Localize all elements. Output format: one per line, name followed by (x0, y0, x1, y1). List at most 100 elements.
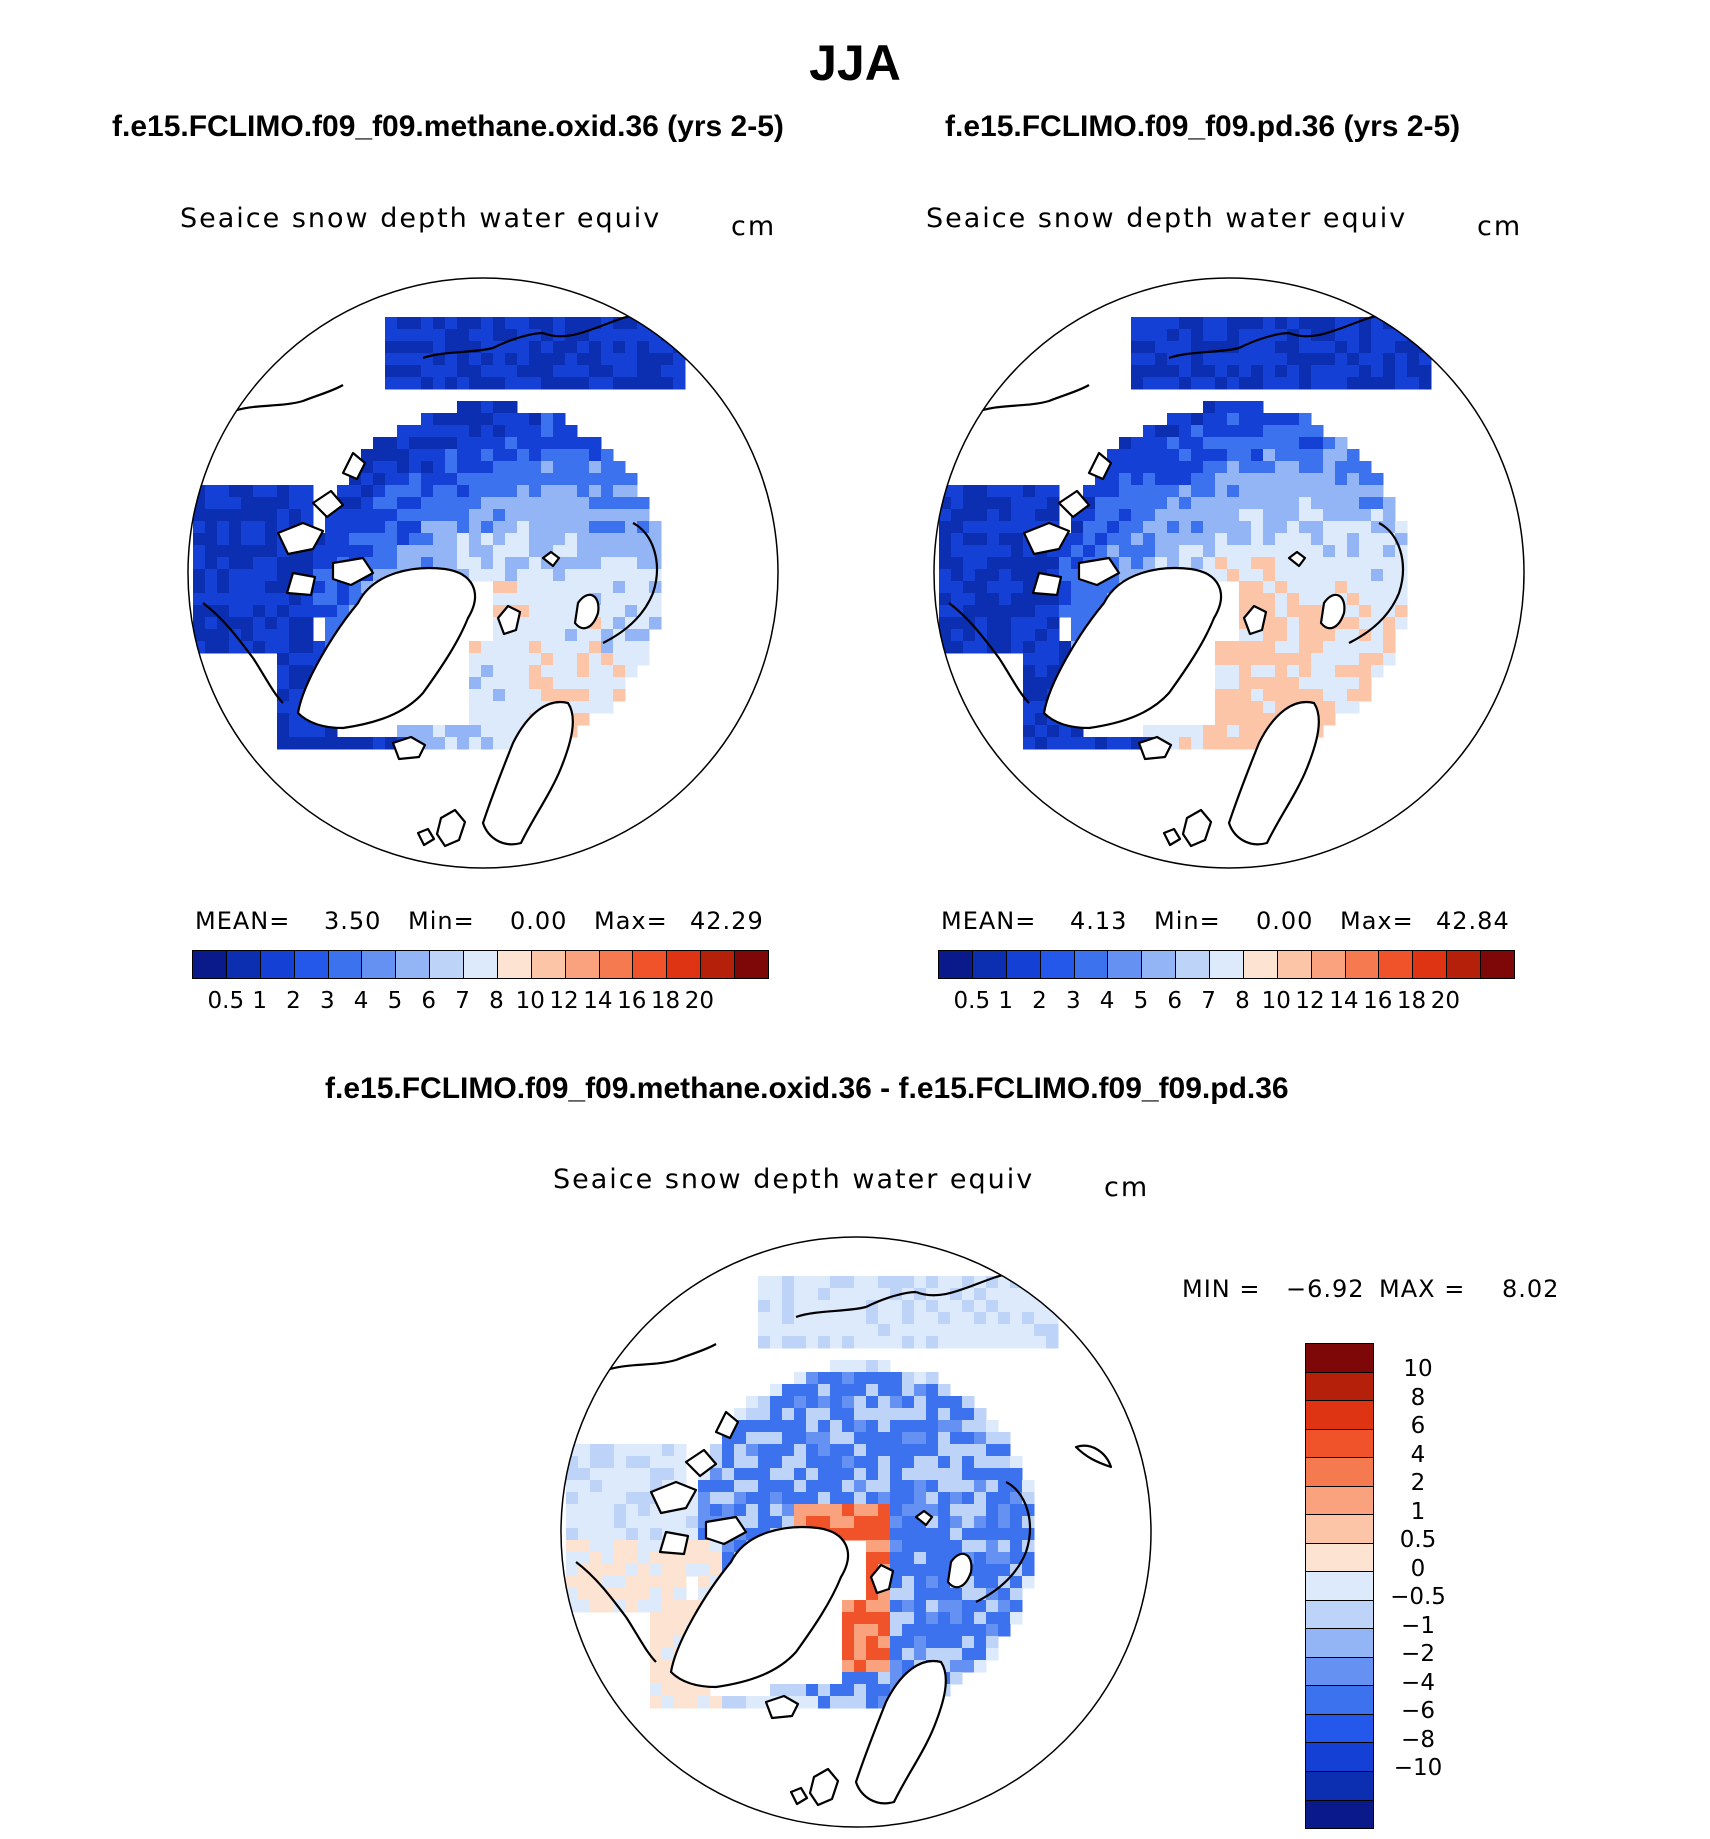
field-cell (842, 1360, 855, 1373)
field-cell (553, 425, 566, 438)
field-cell (445, 485, 458, 498)
field-cell (1239, 701, 1252, 714)
field-cell (938, 1648, 951, 1661)
field-cell (1287, 449, 1300, 462)
field-cell (1299, 317, 1312, 330)
field-cell (1059, 605, 1072, 618)
field-cell (1191, 317, 1204, 330)
field-cell (193, 581, 206, 594)
field-cell (1311, 653, 1324, 666)
field-cell (999, 569, 1012, 582)
field-cell (517, 365, 530, 378)
field-cell (1119, 461, 1132, 474)
field-cell (602, 1456, 615, 1469)
field-cell (1263, 449, 1276, 462)
colorbar-swatch (1447, 951, 1481, 978)
field-cell (890, 1528, 903, 1541)
field-cell (661, 317, 674, 330)
field-cell (1023, 677, 1036, 690)
field-cell (601, 461, 614, 474)
diff-min-value: −6.92 (1286, 1275, 1365, 1303)
field-cell (1215, 473, 1228, 486)
field-cell (914, 1540, 927, 1553)
field-cell (1347, 581, 1360, 594)
field-cell (842, 1336, 855, 1349)
field-cell (517, 569, 530, 582)
field-cell (565, 341, 578, 354)
field-cell (975, 497, 988, 510)
field-cell (613, 341, 626, 354)
field-cell (397, 449, 410, 462)
field-cell (974, 1312, 987, 1325)
field-cell (601, 653, 614, 666)
field-cell (1359, 665, 1372, 678)
field-cell (589, 485, 602, 498)
colorbar-tick-label: 18 (1396, 988, 1427, 1014)
iceland-coastline (391, 735, 427, 761)
field-cell (1239, 521, 1252, 534)
field-cell (1407, 353, 1420, 366)
field-cell (481, 713, 494, 726)
field-cell (1275, 449, 1288, 462)
field-cell (974, 1624, 987, 1637)
field-cell (998, 1612, 1011, 1625)
field-cell (902, 1396, 915, 1409)
field-cell (1227, 689, 1240, 702)
field-cell (1071, 617, 1084, 630)
field-cell (625, 545, 638, 558)
field-cell (578, 1552, 591, 1565)
field-cell (998, 1432, 1011, 1445)
field-cell (1010, 1588, 1023, 1601)
field-cell (638, 1576, 651, 1589)
field-cell (349, 545, 362, 558)
colorbar-tick-label: 0.5 (207, 988, 245, 1014)
field-cell (963, 509, 976, 522)
field-cell (1167, 545, 1180, 558)
field-cell (926, 1636, 939, 1649)
field-cell (950, 1432, 963, 1445)
field-cell (938, 1324, 951, 1337)
field-cell (818, 1504, 831, 1517)
field-cell (637, 329, 650, 342)
field-cell (565, 665, 578, 678)
field-cell (818, 1384, 831, 1397)
field-cell (1227, 473, 1240, 486)
field-cell (926, 1384, 939, 1397)
field-cell (1107, 521, 1120, 534)
field-cell (806, 1300, 819, 1313)
field-cell (1010, 1528, 1023, 1541)
field-cell (1022, 1528, 1035, 1541)
field-cell (770, 1456, 783, 1469)
field-cell (938, 1480, 951, 1493)
field-cell (1371, 557, 1384, 570)
field-cell (301, 509, 314, 522)
field-cell (1287, 509, 1300, 522)
field-cell (1275, 341, 1288, 354)
field-cell (1347, 533, 1360, 546)
field-cell (481, 545, 494, 558)
field-cell (962, 1324, 975, 1337)
field-cell (614, 1492, 627, 1505)
field-cell (998, 1528, 1011, 1541)
field-cell (565, 425, 578, 438)
field-cell (746, 1444, 759, 1457)
field-cell (529, 437, 542, 450)
field-cell (553, 605, 566, 618)
field-cell (505, 341, 518, 354)
field-cell (409, 425, 422, 438)
field-cell (625, 569, 638, 582)
field-cell (1215, 401, 1228, 414)
field-cell (1227, 521, 1240, 534)
field-cell (205, 569, 218, 582)
field-cell (1299, 581, 1312, 594)
field-cell (758, 1420, 771, 1433)
field-cell (902, 1336, 915, 1349)
field-cell (1275, 629, 1288, 642)
field-cell (589, 437, 602, 450)
field-cell (445, 425, 458, 438)
field-cell (1010, 1468, 1023, 1481)
field-cell (1347, 377, 1360, 390)
panel2-min-label: Min= (1154, 907, 1221, 935)
field-cell (866, 1468, 879, 1481)
field-cell (1191, 497, 1204, 510)
